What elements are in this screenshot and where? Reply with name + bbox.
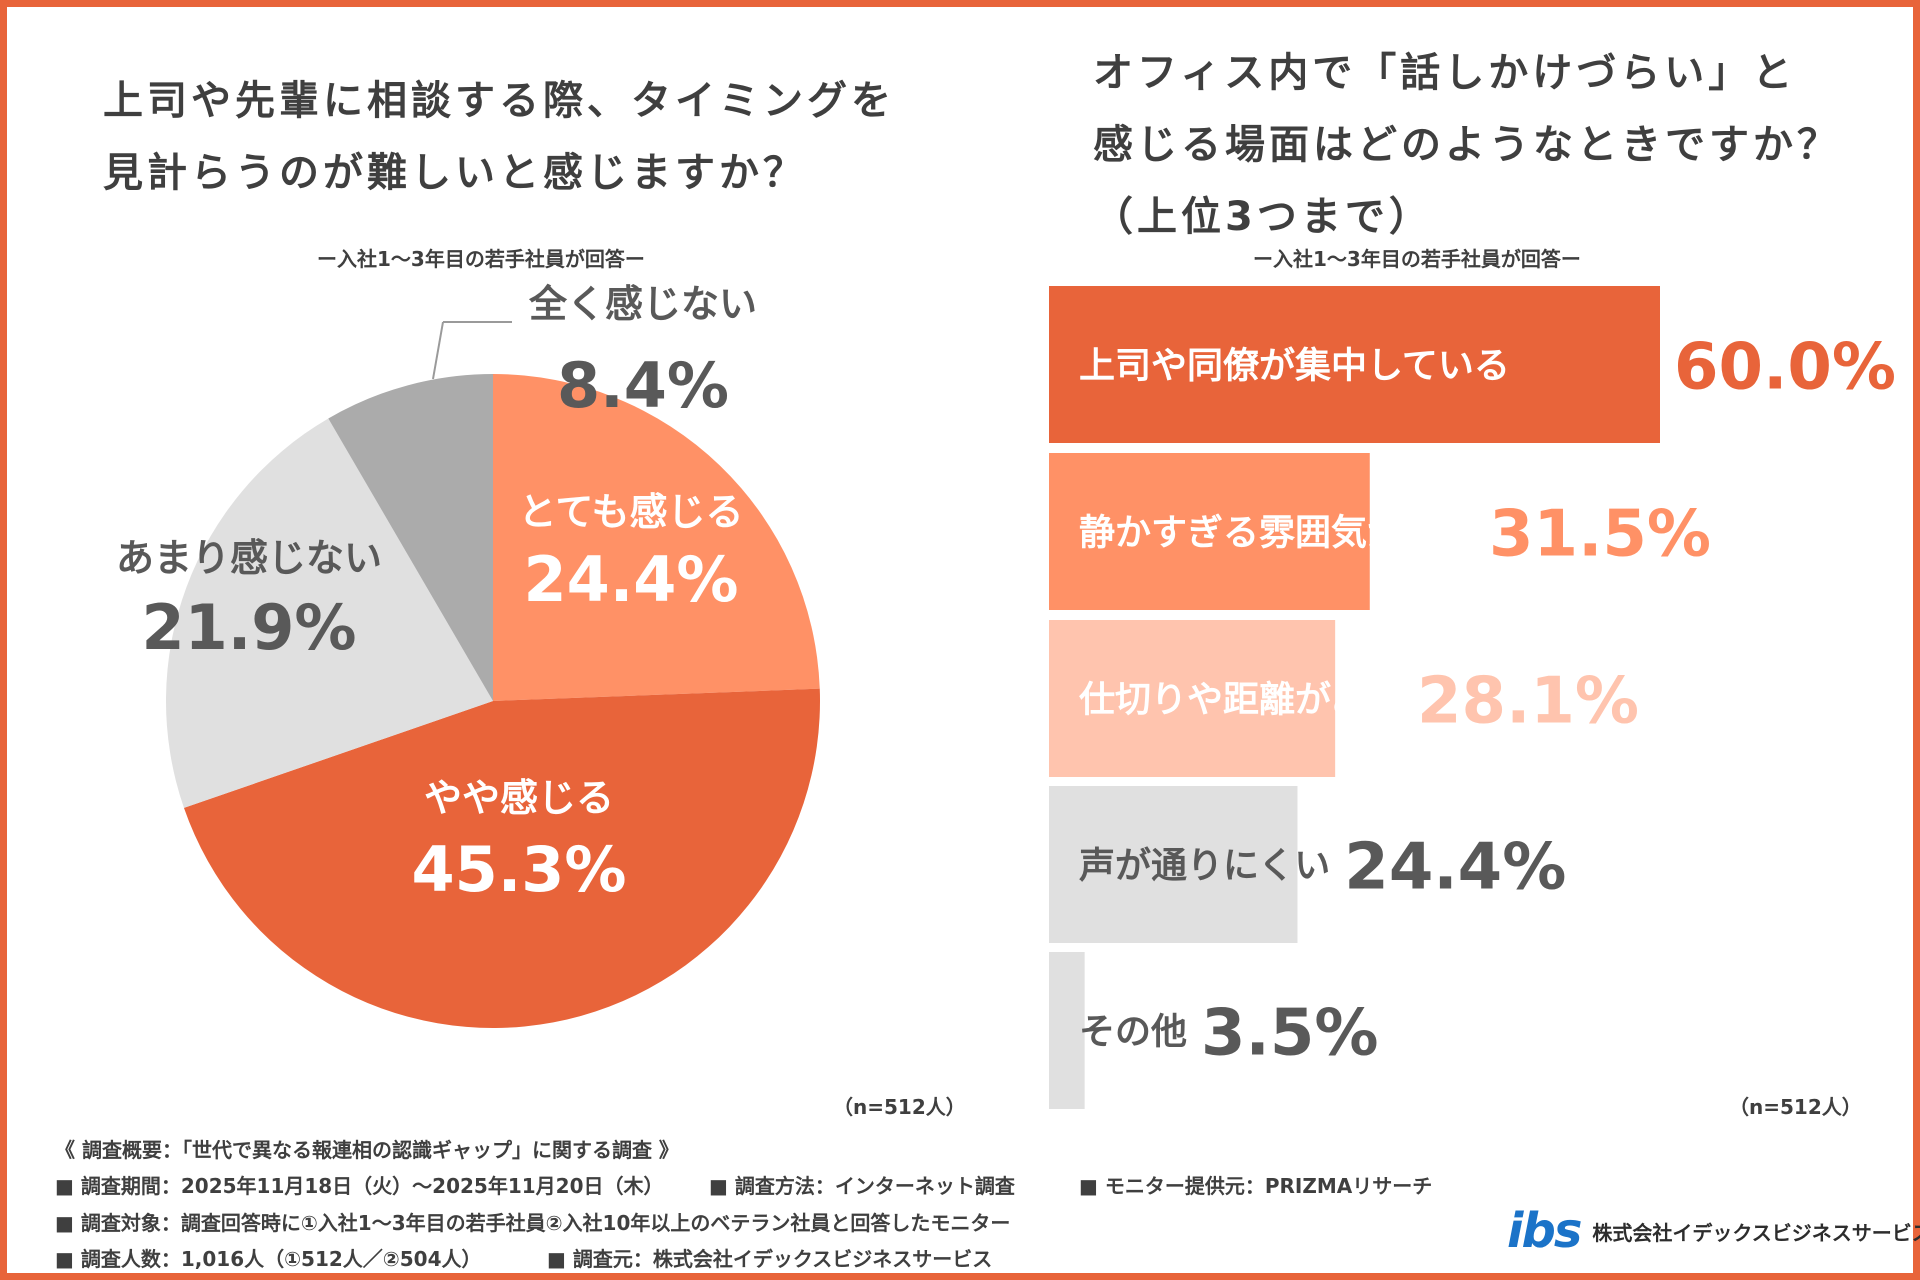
pie-slice-value: 24.4% — [523, 543, 738, 616]
pie-slice-value: 8.4% — [557, 349, 729, 422]
pie-slice-label: 全く感じない — [528, 282, 757, 326]
logo-mark: ibs — [1507, 1203, 1582, 1259]
pie-slice-label: やや感じる — [424, 776, 614, 820]
company-logo: ibs 株式会社イデックスビジネスサービス — [1507, 1203, 1920, 1259]
pie-chart: とても感じる 24.4% やや感じる 45.3% あまり感じない 21.9% 全く感じない 8… — [116, 282, 821, 1028]
right-n-label: （n=512人） — [1729, 1095, 1862, 1119]
left-title: 上司や先輩に相談する際、タイミングを 見計らうのが難しいと感じますか？ — [103, 65, 895, 209]
pie-slice-label: とても感じる — [519, 490, 744, 534]
bar — [1049, 453, 1370, 610]
right-title-line1: オフィス内で「話しかけづらい」と — [1093, 50, 1797, 96]
footer-target: ■ 調査対象：調査回答時に①入社1～3年目の若手社員②入社10年以上のベテラン社… — [55, 1211, 1011, 1235]
bar-category-label: 静かすぎる雰囲気がある — [1079, 513, 1475, 554]
bar-category-label: 上司や同僚が集中している — [1079, 346, 1510, 387]
right-title-line2: 感じる場面はどのようなときですか？ — [1093, 122, 1841, 168]
left-title-line2: 見計らうのが難しいと感じますか？ — [103, 150, 807, 196]
logo-company: 株式会社イデックスビジネスサービス — [1592, 1220, 1920, 1245]
leader-line — [432, 321, 444, 380]
bar-category-label: 仕切りや距離がある — [1079, 680, 1403, 721]
bar — [1049, 952, 1085, 1109]
right-title-line3: （上位3つまで） — [1093, 194, 1433, 240]
bar-chart: 上司や同僚が集中している 60.0% 静かすぎる雰囲気がある 31.5% 仕切りや距離が… — [1049, 286, 1896, 1109]
bar-value-label: 24.4% — [1344, 831, 1566, 905]
footer-source: ■ 調査元：株式会社イデックスビジネスサービス — [547, 1247, 993, 1271]
bar — [1049, 286, 1660, 443]
pie-slice — [165, 418, 493, 808]
bar-category-label: 声が通りにくい — [1079, 846, 1330, 887]
right-subtitle: ー入社1～3年目の若手社員が回答ー — [1253, 247, 1581, 271]
pie-slice — [183, 688, 821, 1028]
left-title-line1: 上司や先輩に相談する際、タイミングを — [103, 78, 895, 124]
footer-method: ■ 調査方法：インターネット調査 — [709, 1174, 1015, 1198]
bar — [1049, 786, 1298, 943]
footer-period: ■ 調査期間：2025年11月18日（火）～2025年11月20日（木） — [55, 1174, 664, 1198]
pie-slice-label: あまり感じない — [116, 536, 382, 580]
pie-labels: とても感じる 24.4% やや感じる 45.3% あまり感じない 21.9% 全く感じない 8… — [116, 282, 757, 906]
pie-slice-value: 45.3% — [411, 833, 626, 906]
bar-category-label: その他 — [1079, 1012, 1187, 1053]
footer-count: ■ 調査人数：1,016人（①512人／②504人） — [55, 1247, 482, 1271]
pie-slices — [165, 374, 821, 1028]
pie-slice — [328, 374, 493, 701]
bar-value-label: 28.1% — [1417, 665, 1639, 739]
bar-value-label: 60.0% — [1674, 331, 1896, 405]
footer-monitor: ■ モニター提供元：PRIZMAリサーチ — [1079, 1174, 1433, 1198]
bars: 上司や同僚が集中している 60.0% 静かすぎる雰囲気がある 31.5% 仕切りや距離が… — [1049, 286, 1896, 1109]
pie-slice-value: 21.9% — [141, 591, 356, 664]
bar-value-label: 3.5% — [1201, 997, 1379, 1071]
footer-heading: 《 調査概要：「世代で異なる報連相の認識ギャップ」に関する調査 》 — [55, 1138, 679, 1162]
bar-value-label: 31.5% — [1489, 498, 1711, 572]
pie-slice — [493, 374, 820, 701]
bar — [1049, 620, 1336, 777]
right-title: オフィス内で「話しかけづらい」と 感じる場面はどのようなときですか？ （上位3つ… — [1093, 37, 1841, 253]
left-n-label: （n=512人） — [833, 1095, 966, 1119]
left-subtitle: ー入社1～3年目の若手社員が回答ー — [317, 247, 645, 271]
